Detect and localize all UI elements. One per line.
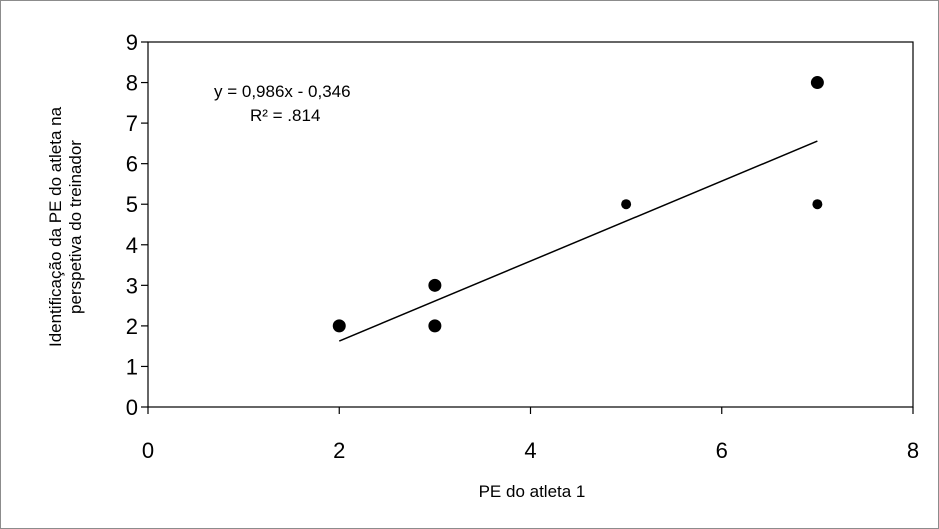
data-point (621, 199, 632, 210)
y-tick-label: 9 (126, 30, 138, 55)
data-point (332, 319, 346, 333)
y-tick-label: 3 (126, 273, 138, 298)
x-tick-label: 0 (142, 438, 154, 463)
data-points (332, 76, 824, 333)
x-tick-label: 4 (524, 438, 536, 463)
y-tick-label: 4 (126, 233, 138, 258)
y-tick-label: 8 (126, 71, 138, 96)
y-tick-label: 0 (126, 395, 138, 420)
y-axis-ticks (141, 41, 148, 408)
x-tick-label: 2 (333, 438, 345, 463)
y-axis-title-line-1: Identificação da PE do atleta na (46, 106, 65, 347)
y-tick-label: 1 (126, 354, 138, 379)
data-point (812, 199, 823, 210)
y-tick-label: 2 (126, 314, 138, 339)
x-axis-ticks (147, 407, 914, 414)
y-tick-label: 7 (126, 111, 138, 136)
data-point (428, 278, 442, 292)
x-axis-title: PE do atleta 1 (479, 482, 586, 501)
trendline-r2: R² = .814 (250, 106, 320, 125)
data-point (810, 76, 824, 90)
y-axis-title: Identificação da PE do atleta na perspet… (46, 106, 85, 347)
x-axis-tick-labels: 0 2 4 6 8 (142, 438, 919, 463)
x-tick-label: 8 (907, 438, 919, 463)
trendline (338, 140, 818, 342)
y-tick-label: 6 (126, 152, 138, 177)
trendline-equation: y = 0,986x - 0,346 (214, 82, 351, 101)
y-axis-tick-labels: 0 1 2 3 4 5 6 7 8 9 (126, 30, 138, 420)
x-tick-label: 6 (716, 438, 728, 463)
plot-area (147, 41, 914, 408)
data-point (428, 319, 442, 333)
y-tick-label: 5 (126, 192, 138, 217)
y-axis-title-line-2: perspetiva do treinador (66, 140, 85, 314)
